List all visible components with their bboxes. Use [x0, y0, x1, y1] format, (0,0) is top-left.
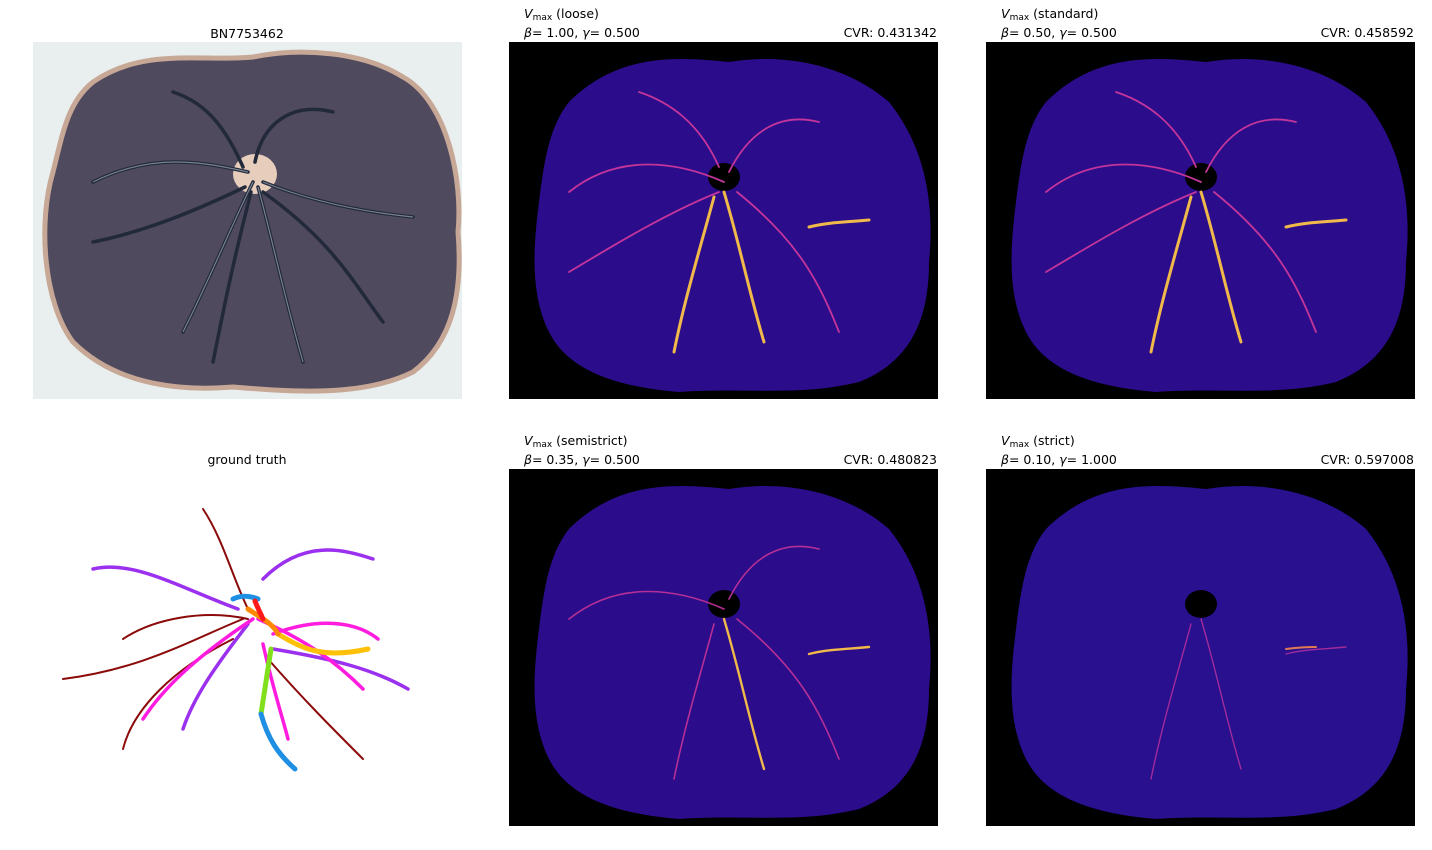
placenta-photo [33, 42, 462, 399]
standard-params: β= 0.50, γ= 0.500 [1001, 25, 1117, 40]
semistrict-params: β= 0.35, γ= 0.500 [524, 452, 640, 467]
semistrict-title: Vmax (semistrict) [524, 433, 628, 450]
strict-params: β= 0.10, γ= 1.000 [1001, 452, 1117, 467]
vesselness-semistrict-image [509, 469, 938, 826]
truth-title: ground truth [207, 452, 287, 467]
standard-cvr: CVR: 0.458592 [1320, 25, 1414, 40]
loose-params: β= 1.00, γ= 0.500 [524, 25, 640, 40]
vesselness-standard-image [986, 42, 1415, 399]
vesselness-loose-image [509, 42, 938, 399]
strict-cvr: CVR: 0.597008 [1320, 452, 1414, 467]
strict-title: Vmax (strict) [1001, 433, 1075, 450]
loose-cvr: CVR: 0.431342 [843, 25, 937, 40]
ground-truth-image [33, 469, 462, 826]
vesselness-strict-image [986, 469, 1415, 826]
standard-title: Vmax (standard) [1001, 6, 1099, 23]
loose-title: Vmax (loose) [524, 6, 599, 23]
semistrict-cvr: CVR: 0.480823 [843, 452, 937, 467]
photo-title: BN7753462 [210, 26, 284, 41]
